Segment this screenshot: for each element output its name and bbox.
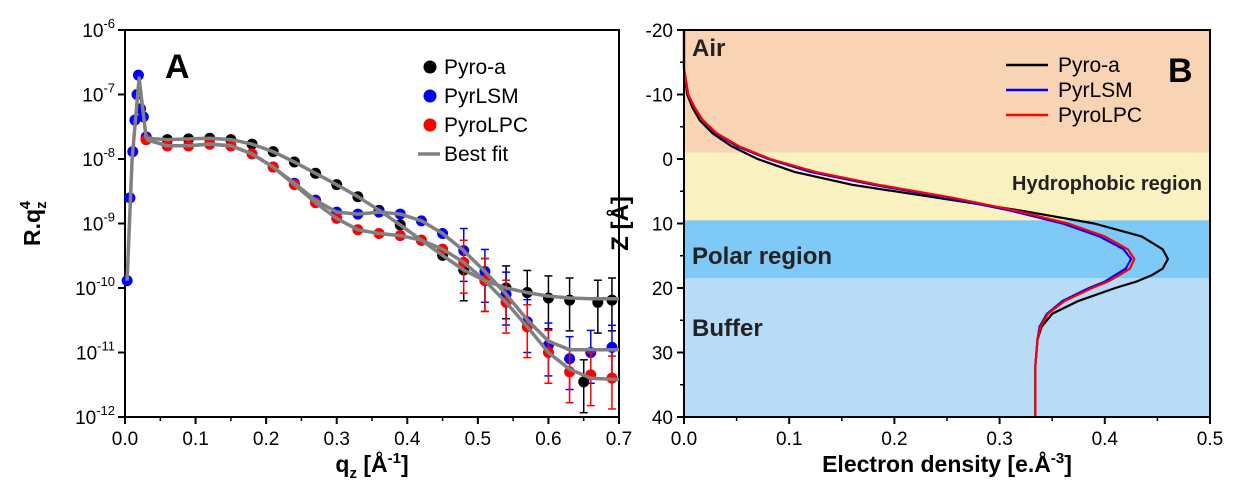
panel-a-reflectivity-chart: 0.0 0.1 0.2 0.3 0.4 0.5 0.6 0.710-1210-1110-101…: [17, 16, 632, 482]
x-label-sub-a: z: [349, 465, 357, 482]
x-tick-label-b: 0.5: [1197, 429, 1223, 450]
y-tick-label-b: -20: [646, 21, 673, 42]
y-tick-label-a: 10-10: [75, 274, 115, 300]
y-tick-base-a: 10: [82, 21, 103, 42]
y-tick-exp-a: -9: [103, 210, 115, 225]
y-tick-exp-a: -12: [96, 403, 115, 418]
x-tick-label-b: 0.3: [986, 429, 1012, 450]
x-tick-label-b: 0.0: [671, 429, 697, 450]
y-tick-base-a: 10: [82, 150, 103, 171]
y-tick-exp-a: -6: [103, 16, 115, 31]
legend-label-b: PyrLSM: [1058, 79, 1133, 102]
best-fit-line-3: [145, 137, 620, 382]
series-pyrolpc-a: [140, 134, 618, 410]
region-label: Air: [692, 35, 725, 62]
x-tick-label-b: 0.4: [1092, 429, 1119, 450]
data-point: [132, 69, 144, 81]
y-tick-base-a: 10: [75, 408, 96, 429]
y-tick-base-a: 10: [82, 86, 103, 107]
y-tick-label-b: 20: [652, 279, 673, 300]
x-label-main-b: Electron density [e.Å: [822, 450, 1051, 477]
series-pyrlsm-a: [121, 69, 618, 391]
y-axis-label-b: Z [Å]: [606, 196, 634, 251]
region-label: Buffer: [692, 315, 763, 342]
density-curve-pyro-a: [682, 30, 1169, 417]
y-axis-label-a: R.qz4: [17, 200, 50, 246]
panel-b-electron-density-chart: Air Hydrophobic region Polar region Buffer 0…: [606, 21, 1223, 477]
legend-marker-pyro-a: [423, 60, 437, 74]
y-tick-label-a: 10-11: [76, 339, 115, 365]
legend-a: Pyro-a PyrLSM PyroLPC Best fit: [418, 56, 528, 166]
y-tick-exp-a: -8: [103, 145, 115, 160]
y-tick-label-a: 10-6: [82, 16, 115, 42]
legend-label: Pyro-a: [444, 56, 506, 79]
panel-label-a: A: [165, 48, 190, 86]
legend-label: PyroLPC: [444, 114, 528, 137]
x-label-unit-sup-a: -1: [388, 450, 401, 467]
y-tick-exp-a: -7: [103, 81, 115, 96]
y-tick-label-b: -10: [646, 86, 673, 107]
x-tick-label-b: 0.1: [776, 429, 802, 450]
density-curve-pyrolpc: [682, 30, 1136, 417]
y-tick-label-a: 10-9: [82, 210, 115, 236]
legend-marker-pyrlsm: [423, 89, 437, 103]
x-label-unit-end-a: ]: [401, 451, 409, 477]
y-tick-exp-a: -11: [97, 339, 115, 354]
y-tick-base-a: 10: [76, 344, 97, 365]
panel-label-b: B: [1168, 52, 1193, 90]
x-tick-label-a: 0.7: [606, 429, 632, 450]
y-tick-label-a: 10-7: [82, 81, 115, 107]
y-tick-label-b: 10: [652, 215, 673, 236]
region-label: Hydrophobic region: [1012, 173, 1202, 195]
y-tick-base-a: 10: [82, 215, 103, 236]
x-label-main-a: q: [335, 451, 349, 477]
x-label-end-b: ]: [1064, 451, 1072, 477]
region-buffer: [684, 278, 1210, 417]
legend-label: Best fit: [444, 143, 508, 166]
x-axis-label-b: Electron density [e.Å-3]: [822, 450, 1072, 477]
region-label: Polar region: [692, 243, 832, 270]
y-tick-label-b: 0: [662, 150, 673, 171]
x-tick-label-b: 0.2: [881, 429, 907, 450]
x-label-unit-a: [Å: [357, 450, 388, 477]
x-label-sup-b: -3: [1051, 450, 1064, 467]
best-fit-line-1: [125, 76, 619, 301]
x-tick-label-a: 0.5: [465, 429, 491, 450]
x-tick-label-a: 0.4: [394, 429, 421, 450]
legend-label-b: PyroLPC: [1058, 104, 1142, 127]
y-tick-exp-a: -10: [96, 274, 115, 289]
y-tick-label-a: 10-8: [82, 145, 115, 171]
x-tick-label-a: 0.1: [182, 429, 208, 450]
y-label-sub-a: z: [33, 201, 50, 209]
y-tick-label-a: 10-12: [75, 403, 115, 429]
region-air: [684, 30, 1210, 153]
y-label-main-a: R.q: [19, 209, 45, 246]
legend-label-b: Pyro-a: [1058, 54, 1120, 77]
y-tick-label-b: 30: [652, 344, 673, 365]
y-tick-base-a: 10: [75, 279, 96, 300]
data-point: [578, 376, 590, 388]
x-tick-label-a: 0.2: [253, 429, 279, 450]
y-label-sup-a: 4: [17, 200, 34, 209]
series-pyro-a-a: [140, 132, 618, 414]
x-tick-label-a: 0.0: [112, 429, 138, 450]
x-tick-label-a: 0.3: [324, 429, 350, 450]
y-tick-label-b: 40: [652, 408, 673, 429]
plot-frame-a: [124, 29, 620, 418]
x-axis-label-a: qz [Å-1]: [335, 450, 408, 482]
legend-label: PyrLSM: [444, 85, 519, 108]
legend-marker-pyrolpc: [423, 118, 437, 132]
x-tick-label-a: 0.6: [535, 429, 561, 450]
